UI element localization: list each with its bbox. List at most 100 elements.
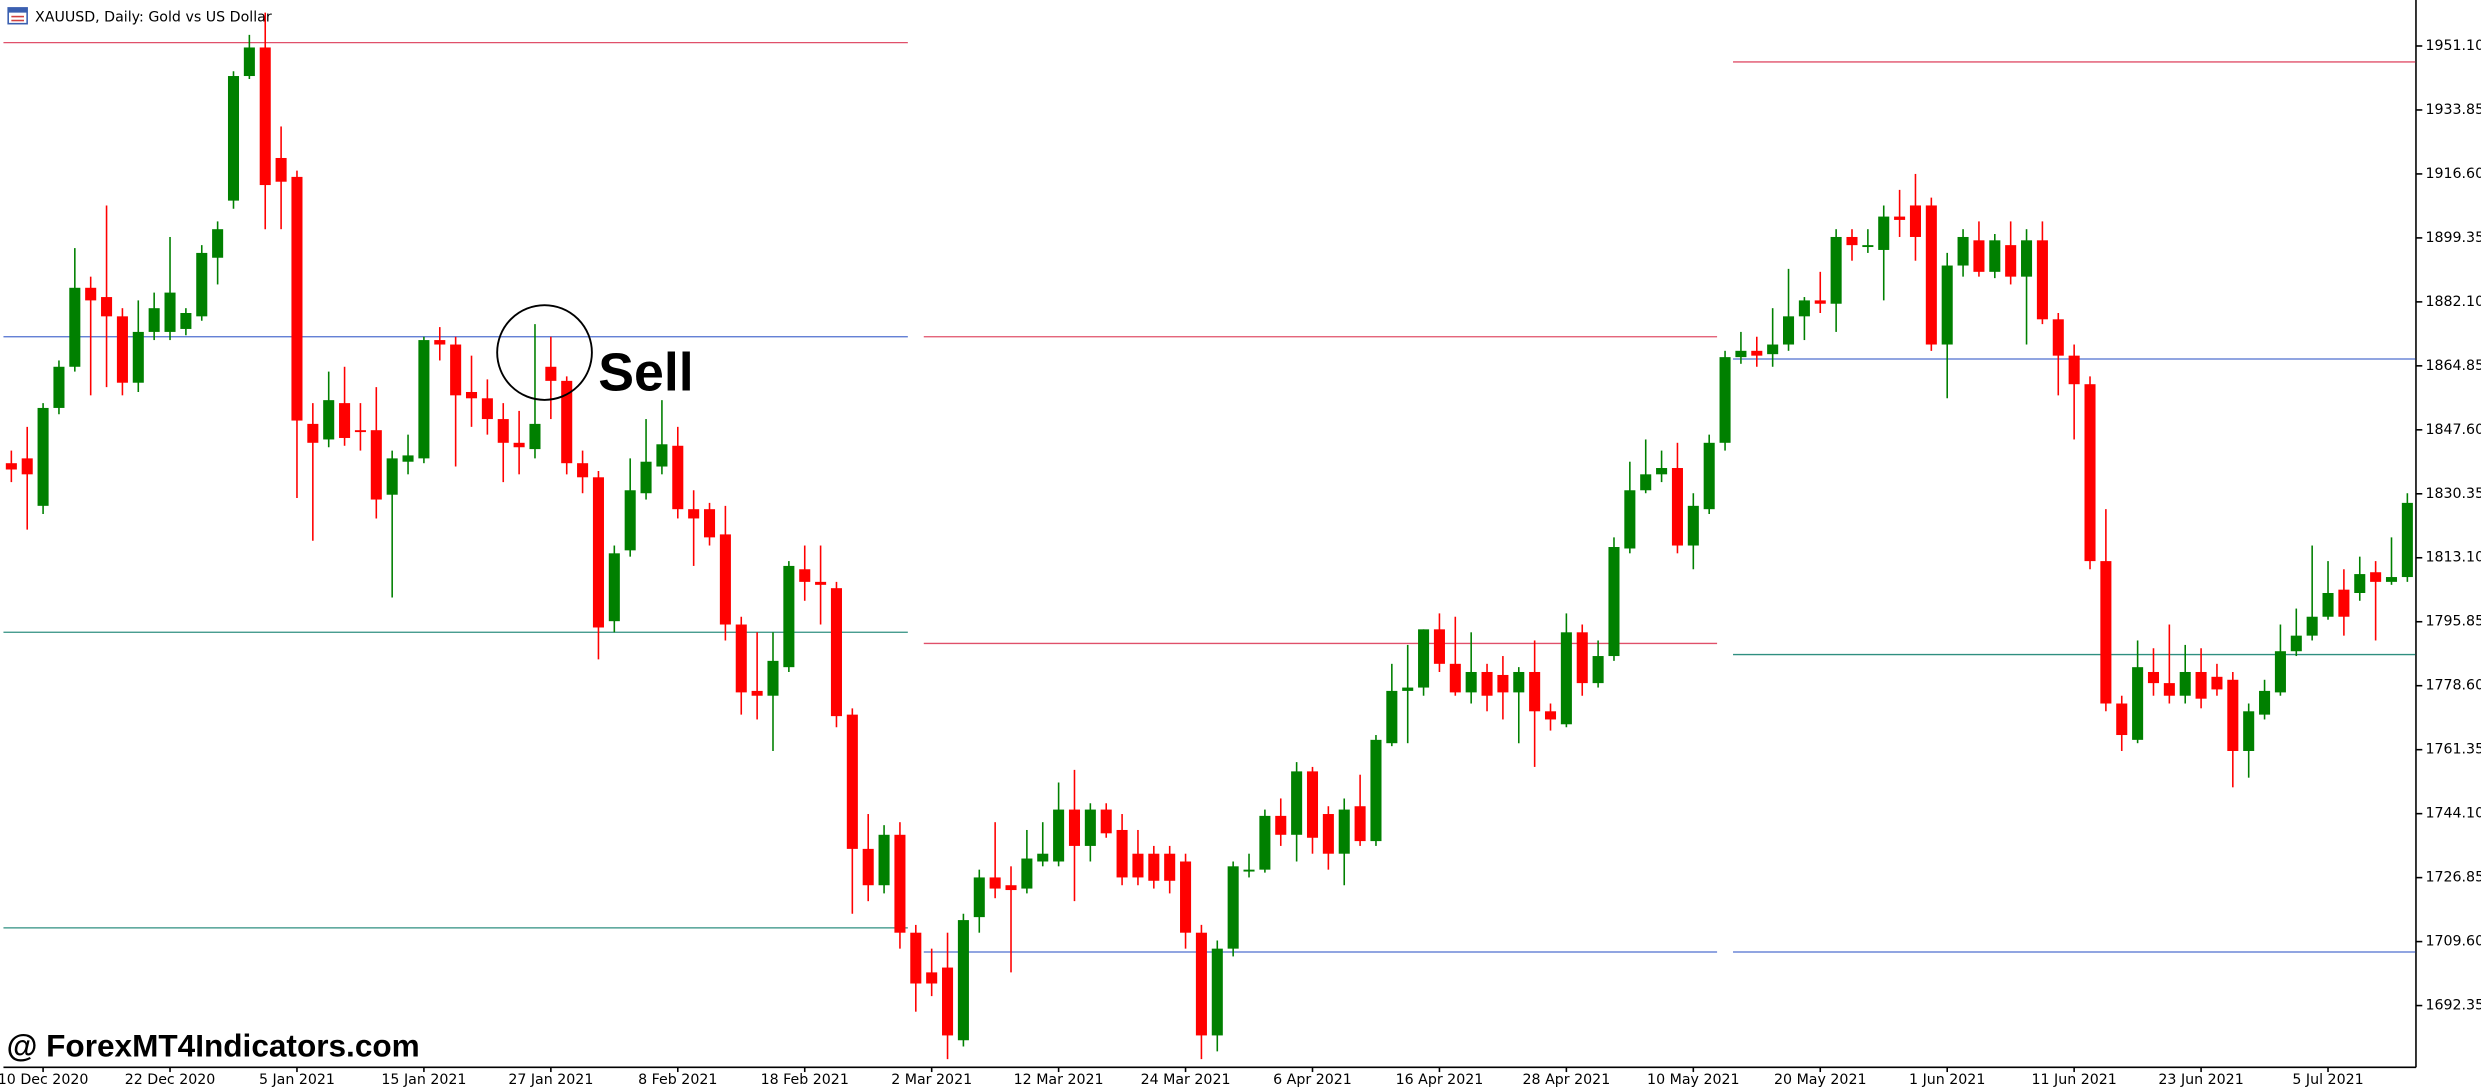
candle-body: [2211, 676, 2223, 690]
candle-body: [624, 490, 636, 551]
candle-body: [1909, 205, 1921, 237]
candle-body: [1624, 490, 1636, 549]
candle-body: [1132, 853, 1144, 878]
candle-body: [450, 344, 462, 396]
candle-body: [1925, 205, 1937, 345]
candle-body: [1846, 236, 1858, 246]
candle-body: [1814, 300, 1826, 304]
candle-body: [1560, 632, 1572, 725]
candle-body: [101, 297, 113, 317]
candle-body: [1529, 671, 1541, 712]
candle-body: [513, 442, 525, 448]
candle-body: [1576, 632, 1588, 684]
candle-body: [2322, 592, 2334, 617]
candle-body: [942, 967, 954, 1036]
candle-body: [989, 877, 1001, 889]
candle-body: [1306, 771, 1319, 838]
candle-body: [339, 403, 351, 438]
y-tick-label: 1692.35: [2425, 998, 2481, 1014]
candle-body: [2116, 703, 2128, 736]
candle-body: [1719, 357, 1731, 443]
candle-body: [434, 340, 446, 345]
candle-body: [672, 445, 684, 510]
candle-body: [2195, 671, 2207, 699]
candle-body: [497, 419, 509, 443]
y-tick-label: 1916.60: [2425, 166, 2481, 182]
candle-body: [2084, 384, 2096, 562]
candle-body: [1370, 739, 1382, 842]
candle-body: [2338, 589, 2350, 617]
candle-body: [227, 76, 240, 201]
candle-body: [1053, 809, 1065, 862]
candle-body: [259, 47, 271, 186]
candle-body: [735, 624, 747, 693]
x-tick-label: 16 Apr 2021: [1396, 1072, 1484, 1088]
candle-body: [2274, 651, 2286, 693]
y-tick-label: 1882.10: [2425, 294, 2481, 310]
candle-body: [957, 920, 969, 1041]
x-tick-label: 10 Dec 2020: [0, 1072, 88, 1088]
candle-body: [1322, 814, 1334, 854]
x-tick-label: 11 Jun 2021: [2031, 1072, 2116, 1088]
candle-body: [894, 834, 906, 933]
y-tick-label: 1813.10: [2425, 550, 2481, 566]
candle-body: [196, 252, 208, 317]
chart-title: XAUUSD, Daily: Gold vs US Dollar: [35, 9, 272, 25]
y-tick-label: 1933.85: [2425, 102, 2481, 118]
candle-body: [1735, 350, 1747, 358]
candle-body: [1671, 468, 1683, 546]
candle-body: [767, 660, 779, 696]
candle-body: [1402, 687, 1414, 691]
candle-body: [2385, 577, 2398, 582]
annotation-circle: [496, 304, 593, 401]
background: [3, 0, 2478, 1091]
candle-body: [1798, 300, 1810, 317]
y-tick-label: 1761.35: [2425, 742, 2481, 758]
candle-body: [2021, 240, 2033, 277]
candle-body: [1640, 474, 1652, 491]
candle-body: [481, 398, 493, 420]
candle-body: [1592, 656, 1604, 684]
x-tick-label: 1 Jun 2021: [1909, 1072, 1985, 1088]
candle-body: [370, 430, 382, 500]
candle-body: [2132, 667, 2144, 740]
x-tick-label: 12 Mar 2021: [1014, 1072, 1104, 1088]
candle-body: [116, 316, 128, 383]
candle-body: [1418, 629, 1430, 688]
candle-body: [926, 972, 938, 984]
candle-body: [2401, 502, 2413, 578]
candle-body: [1957, 236, 1969, 266]
y-tick-label: 1778.60: [2425, 678, 2481, 694]
candle-body: [291, 176, 303, 421]
candle-body: [148, 308, 160, 332]
candle-body: [703, 509, 716, 538]
candle-body: [2306, 616, 2318, 636]
candle-body: [1386, 690, 1398, 744]
candle-body: [1894, 216, 1906, 220]
candle-body: [529, 423, 541, 450]
candle-body: [1354, 806, 1366, 842]
candle-body: [2179, 671, 2191, 696]
candle-body: [2354, 574, 2366, 593]
candle-body: [1941, 265, 1953, 345]
candle-body: [2227, 679, 2239, 751]
x-tick-label: 27 Jan 2021: [508, 1072, 593, 1088]
candle-body: [545, 366, 557, 381]
candle-body: [21, 458, 33, 475]
candle-body: [1497, 674, 1509, 693]
candle-body: [973, 877, 985, 918]
x-tick-label: 24 Mar 2021: [1141, 1072, 1231, 1088]
y-tick-label: 1864.85: [2425, 358, 2481, 374]
candle-body: [1481, 671, 1493, 696]
candle-body: [1783, 316, 1795, 345]
candle-body: [1433, 629, 1445, 664]
candle-body: [688, 509, 700, 519]
y-tick-label: 1951.10: [2425, 38, 2481, 54]
candle-body: [1084, 809, 1096, 846]
candle-body: [53, 366, 65, 408]
candle-body: [1243, 869, 1255, 872]
y-tick-label: 1744.10: [2425, 806, 2481, 822]
x-tick-label: 28 Apr 2021: [1523, 1072, 1611, 1088]
candle-body: [1068, 809, 1081, 846]
